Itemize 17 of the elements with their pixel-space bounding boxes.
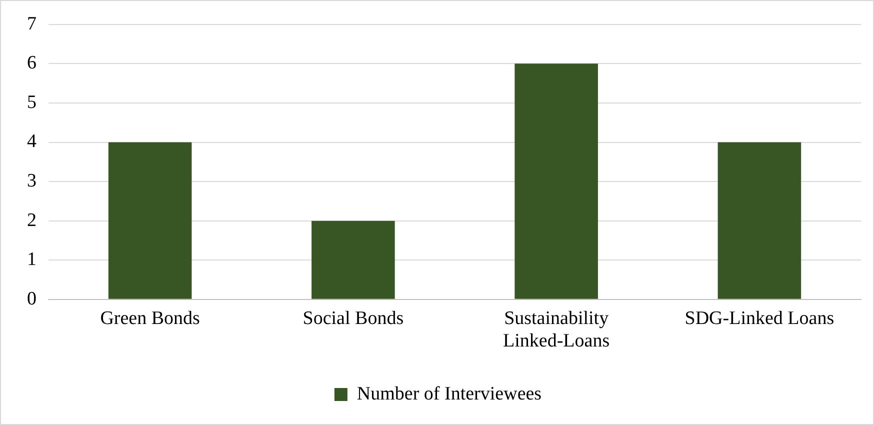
y-tick-label: 6 (27, 52, 36, 74)
legend-label: Number of Interviewees (356, 383, 542, 404)
bar (312, 220, 395, 299)
y-tick-label: 0 (27, 288, 36, 310)
bar (514, 64, 598, 299)
x-tick-label: Social Bonds (302, 308, 404, 329)
x-tick-label: Green Bonds (100, 308, 200, 329)
x-tick-label: Sustainability Linked-Loans (503, 308, 610, 352)
y-tick-label: 1 (27, 249, 36, 270)
x-tick-label: SDG-Linked Loans (684, 308, 834, 329)
y-tick-label: 3 (27, 170, 36, 192)
bar (718, 142, 802, 299)
y-tick-label: 5 (27, 92, 36, 113)
y-tick-label: 2 (27, 210, 36, 231)
y-tick-label: 4 (27, 131, 37, 152)
y-tick-label: 7 (27, 13, 36, 34)
bar (108, 142, 192, 299)
